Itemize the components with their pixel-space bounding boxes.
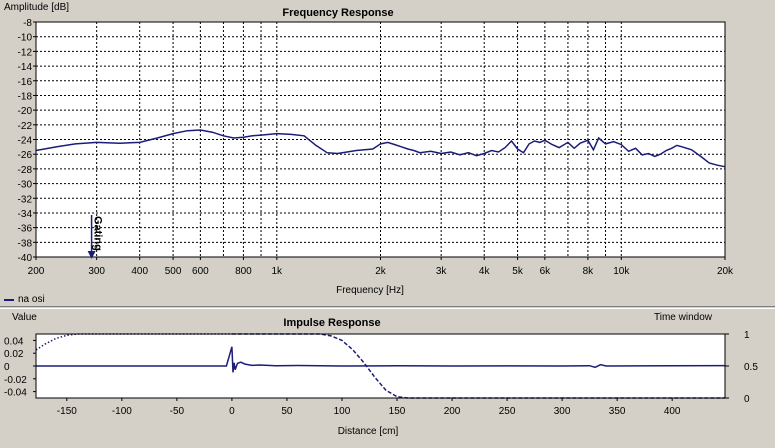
ir-x-tick-label: -150 [57, 406, 77, 417]
ir-y2-tick-labels: 10.50 [725, 330, 758, 405]
fr-y-tick-label: -30 [18, 180, 33, 191]
impulse-response-chart[interactable]: 0.040.020-0.02-0.04 10.50 -150 -100 -50 0 50… [4, 312, 758, 437]
fr-y-tick-label: -12 [18, 47, 33, 58]
fr-x-tick-label: 400 [131, 266, 148, 277]
fr-x-tick-label: 6k [540, 266, 552, 277]
fr-title: Frequency Response [282, 7, 393, 19]
fr-y-tick-label: -34 [18, 209, 33, 220]
fr-y-tick-label: -20 [18, 106, 33, 117]
fr-x-tick-label: 4k [479, 266, 491, 277]
ir-x-axis-label: Distance [cm] [338, 426, 399, 437]
ir-title: Impulse Response [283, 317, 380, 329]
fr-x-tick-label: 600 [192, 266, 209, 277]
fr-x-tick-labels: 200 300 400 500 600 800 1k 2k 3k 4k 5k 6k 8k 10k 20k [28, 257, 734, 277]
fr-x-tick-label: 8k [583, 266, 595, 277]
ir-x-tick-label: 0 [229, 406, 235, 417]
fr-x-tick-label: 2k [375, 266, 387, 277]
fr-y-tick-label: -8 [23, 18, 32, 29]
fr-y-tick-label: -18 [18, 91, 33, 102]
fr-plot-frame [35, 21, 726, 258]
fr-x-tick-label: 5k [512, 266, 524, 277]
fr-y-tick-label: -10 [18, 33, 33, 44]
ir-y2-tick-label: 1 [744, 330, 750, 341]
fr-y-tick-label: -24 [18, 136, 33, 147]
ir-y-tick-label: 0 [4, 362, 10, 373]
fr-y-tick-label: -14 [18, 62, 33, 73]
fr-y-tick-label: -32 [18, 194, 33, 205]
ir-y-tick-labels: 0.04 0.02 0 -0.02 -0.04 [4, 336, 36, 399]
ir-x-tick-label: 350 [609, 406, 626, 417]
ir-plot-frame [35, 333, 726, 399]
fr-x-tick-label: 3k [436, 266, 448, 277]
ir-y-tick-label: -0.04 [4, 388, 27, 399]
fr-y-tick-label: -40 [18, 253, 33, 264]
legend-entry-label: na osi [18, 294, 45, 305]
fr-y-tick-label: -28 [18, 165, 33, 176]
fr-y-tick-labels: -8 -10 -12 -14 -16 -18 -20 -22 -24 -26 -28 -30 -32 -3… [18, 18, 36, 264]
fr-x-tick-label: 200 [28, 266, 45, 277]
ir-y-tick-label: 0.04 [4, 336, 24, 347]
legend-swatch [4, 298, 14, 301]
fr-y-axis-label: Amplitude [dB] [4, 2, 69, 13]
fr-y-tick-label: -16 [18, 77, 33, 88]
fr-y-tick-label: -22 [18, 121, 33, 132]
fr-y-tick-label: -36 [18, 224, 33, 235]
fr-x-axis-label: Frequency [Hz] [336, 285, 404, 296]
ir-y2-tick-label: 0 [744, 394, 750, 405]
fr-x-tick-label: 1k [272, 266, 284, 277]
gating-marker-arrow [87, 251, 96, 259]
ir-x-tick-label: -100 [112, 406, 132, 417]
gating-marker-label: Gating [92, 216, 104, 251]
ir-x-tick-label: 200 [444, 406, 461, 417]
ir-series-impulse [36, 346, 726, 373]
fr-series-line [35, 129, 726, 168]
ir-x-tick-label: 300 [554, 406, 571, 417]
panel-divider [0, 306, 775, 309]
fr-x-tick-label: 500 [165, 266, 182, 277]
frequency-response-chart[interactable]: -8 -10 -12 -14 -16 -18 -20 -22 -24 -26 -28 -30 -32 -3… [4, 2, 734, 296]
ir-x-tick-label: 250 [499, 406, 516, 417]
ir-series [35, 333, 726, 399]
fr-series [35, 129, 726, 168]
ir-y-tick-label: -0.02 [4, 375, 27, 386]
ir-x-tick-label: 400 [664, 406, 681, 417]
fr-legend[interactable]: na osi [4, 294, 45, 305]
fr-x-tick-label: 10k [613, 266, 630, 277]
ir-series-window-right [231, 333, 725, 399]
ir-y2-tick-label: 0.5 [744, 362, 758, 373]
ir-x-tick-label: 150 [389, 406, 406, 417]
ir-series-window-left [35, 333, 232, 351]
ir-y-tick-label: 0.02 [4, 349, 24, 360]
ir-x-tick-label: -50 [170, 406, 185, 417]
ir-x-tick-labels: -150 -100 -50 0 50 100 150 200 250 300 350 400 [57, 398, 681, 417]
ir-x-tick-label: 100 [334, 406, 351, 417]
fr-x-tick-label: 800 [235, 266, 252, 277]
ir-y2-axis-label: Time window [654, 312, 713, 323]
fr-y-tick-label: -38 [18, 238, 33, 249]
ir-x-tick-label: 50 [281, 406, 293, 417]
fr-x-tick-label: 300 [88, 266, 105, 277]
fr-y-tick-label: -26 [18, 150, 33, 161]
ir-y-axis-label: Value [12, 312, 37, 323]
gating-marker[interactable]: Gating [87, 215, 104, 259]
fr-x-tick-label: 20k [717, 266, 734, 277]
